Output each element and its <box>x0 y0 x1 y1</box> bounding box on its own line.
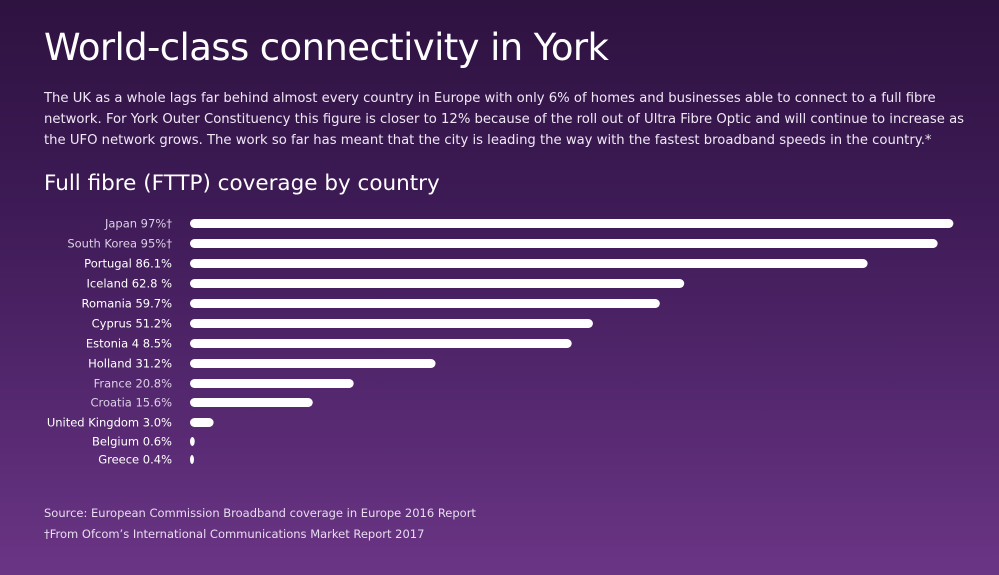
bar-romania <box>190 299 660 308</box>
bar-label-romania: Romania 59.7% <box>82 297 173 311</box>
bar-label-estonia: Estonia 4 8.5% <box>86 337 172 351</box>
bar-japan <box>190 219 954 228</box>
bar-label-south-korea: South Korea 95%† <box>67 237 172 251</box>
bar-label-greece: Greece 0.4% <box>98 453 172 467</box>
bar-croatia <box>190 398 313 407</box>
bar-label-cyprus: Cyprus 51.2% <box>92 317 172 331</box>
bar-chart: Japan 97%† South Korea 95%† Portugal 86.1%… <box>47 217 954 467</box>
bar-label-france: France 20.8% <box>94 377 173 391</box>
source-note: Source: European Commission Broadband co… <box>44 506 476 520</box>
bar-belgium <box>190 437 195 446</box>
bar-greece <box>190 455 194 464</box>
bar-estonia <box>190 339 572 348</box>
chart-title: Full fibre (FTTP) coverage by country <box>44 171 440 196</box>
bar-label-iceland: Iceland 62.8 % <box>87 277 173 291</box>
bar-south-korea <box>190 239 938 248</box>
bar-holland <box>190 359 436 368</box>
bar-label-united-kingdom: United Kingdom 3.0% <box>47 416 172 430</box>
bar-label-belgium: Belgium 0.6% <box>92 435 172 449</box>
footnote: †From Ofcom’s International Communicatio… <box>44 527 425 541</box>
bar-label-japan: Japan 97%† <box>104 217 172 231</box>
bar-label-croatia: Croatia 15.6% <box>90 396 172 410</box>
bar-portugal <box>190 259 868 268</box>
bar-cyprus <box>190 319 593 328</box>
intro-paragraph: The UK as a whole lags far behind almost… <box>44 91 965 148</box>
page-title: World-class connectivity in York <box>44 26 609 69</box>
bar-iceland <box>190 279 685 288</box>
bar-label-portugal: Portugal 86.1% <box>84 257 172 271</box>
bar-france <box>190 379 354 388</box>
bar-label-holland: Holland 31.2% <box>88 357 172 371</box>
bar-united-kingdom <box>190 418 214 427</box>
